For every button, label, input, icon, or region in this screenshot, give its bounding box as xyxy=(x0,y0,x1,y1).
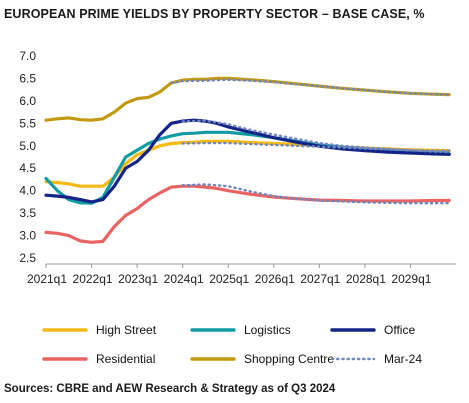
x-axis: 2021q1 2022q1 2023q1 2024q1 2025q1 2026q1 2027… xyxy=(27,263,456,286)
legend-item-office: Office xyxy=(330,323,415,337)
legend: High Street Logistics Office Residential Sho… xyxy=(42,323,422,366)
series-line-mar-24-1 xyxy=(170,78,451,96)
x-tick-label: 2027q1 xyxy=(300,272,340,286)
legend-item-high-street: High Street xyxy=(42,323,157,337)
source-note: Sources: CBRE and AEW Research & Strateg… xyxy=(4,383,336,395)
x-tick-label: 2023q1 xyxy=(118,272,158,286)
series-layer xyxy=(44,76,451,244)
legend-label: Office xyxy=(384,323,415,337)
y-tick-label: 6.0 xyxy=(19,94,36,108)
legend-item-shopping-centre: Shopping Centre xyxy=(190,352,334,366)
legend-label: Residential xyxy=(96,352,155,366)
x-tick-label: 2021q1 xyxy=(27,272,67,286)
series-line-residential xyxy=(44,184,451,244)
x-tick-label: 2029q1 xyxy=(391,272,431,286)
x-tick-label: 2024q1 xyxy=(164,272,204,286)
series-line-mar-24-4 xyxy=(181,183,451,205)
y-tick-label: 2.5 xyxy=(19,251,36,265)
y-tick-label: 3.0 xyxy=(19,229,36,243)
y-tick-label: 4.0 xyxy=(19,184,36,198)
legend-item-residential: Residential xyxy=(42,352,155,366)
y-tick-label: 5.5 xyxy=(19,116,36,130)
y-tick-label: 4.5 xyxy=(19,161,36,175)
x-tick-label: 2028q1 xyxy=(346,272,386,286)
legend-label: High Street xyxy=(96,323,157,337)
series-line-shopping-centre xyxy=(44,76,451,122)
y-tick-label: 7.0 xyxy=(19,49,36,63)
y-tick-label: 6.5 xyxy=(19,71,36,85)
x-tick-label: 2022q1 xyxy=(73,272,113,286)
y-tick-label: 5.0 xyxy=(19,139,36,153)
y-axis: 7.0 6.5 6.0 5.5 5.0 4.5 4.0 3.5 3.0 2.5 xyxy=(19,49,36,265)
legend-item-logistics: Logistics xyxy=(190,323,291,337)
legend-item-mar-24: Mar-24 xyxy=(330,352,422,366)
legend-label: Shopping Centre xyxy=(244,352,334,366)
x-tick-label: 2026q1 xyxy=(255,272,295,286)
x-tick-label: 2025q1 xyxy=(209,272,249,286)
series-line-mar-24-3 xyxy=(181,141,451,152)
legend-label: Mar-24 xyxy=(384,352,422,366)
y-tick-label: 3.5 xyxy=(19,206,36,220)
legend-label: Logistics xyxy=(244,323,291,337)
chart-title: EUROPEAN PRIME YIELDS BY PROPERTY SECTOR… xyxy=(4,7,425,21)
